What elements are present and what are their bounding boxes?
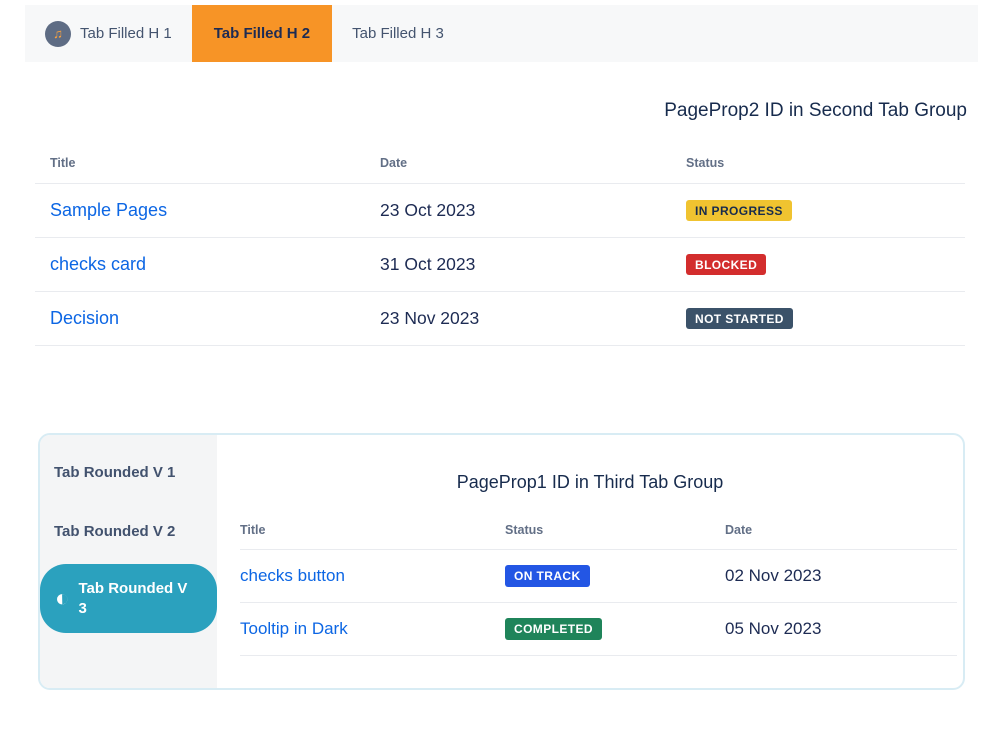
- page-link-decision[interactable]: Decision: [50, 308, 120, 328]
- table-row: checks card 31 Oct 2023 BLOCKED: [35, 238, 965, 292]
- tab-filled-h1[interactable]: ♫ Tab Filled H 1: [25, 5, 192, 62]
- tab-label: Tab Filled H 3: [352, 25, 444, 42]
- table-row: checks button ON TRACK 02 Nov 2023: [240, 550, 957, 603]
- tab-filled-h3[interactable]: Tab Filled H 3: [332, 5, 464, 62]
- tab-label: Tab Filled H 2: [213, 25, 311, 42]
- table-row: Sample Pages 23 Oct 2023 IN PROGRESS: [35, 184, 965, 238]
- second-tab-group-heading: PageProp2 ID in Second Tab Group: [664, 100, 967, 121]
- third-tab-group-card: Tab Rounded V 1 Tab Rounded V 2 ◐ Tab Ro…: [38, 433, 965, 690]
- status-badge: COMPLETED: [505, 618, 602, 640]
- tab-label: Tab Filled H 1: [80, 25, 172, 42]
- table-row: Decision 23 Nov 2023 NOT STARTED: [35, 292, 965, 346]
- tab-label: Tab Rounded V 3: [78, 580, 188, 617]
- third-tab-group-heading: PageProp1 ID in Third Tab Group: [456, 472, 724, 492]
- horizontal-tab-bar: ♫ Tab Filled H 1 Tab Filled H 2 Tab Fill…: [25, 5, 978, 62]
- contrast-icon: ◐: [55, 584, 70, 612]
- column-header-status: Status: [686, 156, 725, 170]
- column-header-status: Status: [505, 523, 544, 537]
- date-cell: 02 Nov 2023: [725, 566, 822, 585]
- status-badge: BLOCKED: [686, 253, 767, 276]
- table-row: Tooltip in Dark COMPLETED 05 Nov 2023: [240, 603, 957, 656]
- third-tab-group-table: Title Status Date checks button ON TRACK…: [240, 515, 957, 656]
- date-cell: 05 Nov 2023: [725, 619, 822, 638]
- second-tab-group-table: Title Date Status Sample Pages 23 Oct 20…: [35, 148, 965, 346]
- page-link-tooltip-in-dark[interactable]: Tooltip in Dark: [240, 619, 348, 638]
- tab-label: Tab Rounded V 2: [54, 523, 176, 540]
- tab-rounded-v2[interactable]: Tab Rounded V 2: [40, 502, 217, 561]
- column-header-date: Date: [380, 156, 408, 170]
- page-link-checks-card[interactable]: checks card: [50, 254, 147, 274]
- tab-filled-h2[interactable]: Tab Filled H 2: [191, 5, 333, 62]
- column-header-title: Title: [50, 156, 76, 170]
- music-note-icon: ♫: [45, 20, 71, 47]
- status-badge: NOT STARTED: [686, 307, 793, 330]
- third-tab-group-content: PageProp1 ID in Third Tab Group Title St…: [217, 435, 963, 688]
- tab-rounded-v1[interactable]: Tab Rounded V 1: [40, 443, 217, 502]
- date-cell: 31 Oct 2023: [380, 254, 476, 274]
- table-header-row: Title Status Date: [240, 515, 957, 550]
- column-header-title: Title: [240, 523, 266, 537]
- date-cell: 23 Nov 2023: [380, 308, 480, 328]
- table-header-row: Title Date Status: [35, 148, 965, 184]
- tab-rounded-v3[interactable]: ◐ Tab Rounded V 3: [40, 564, 217, 633]
- page-link-checks-button[interactable]: checks button: [240, 566, 345, 585]
- status-badge: IN PROGRESS: [686, 199, 792, 222]
- date-cell: 23 Oct 2023: [380, 200, 476, 220]
- page-link-sample-pages[interactable]: Sample Pages: [50, 200, 168, 220]
- column-header-date: Date: [725, 523, 753, 537]
- vertical-tab-bar: Tab Rounded V 1 Tab Rounded V 2 ◐ Tab Ro…: [40, 435, 217, 688]
- status-badge: ON TRACK: [505, 565, 590, 587]
- tab-label: Tab Rounded V 1: [54, 464, 176, 481]
